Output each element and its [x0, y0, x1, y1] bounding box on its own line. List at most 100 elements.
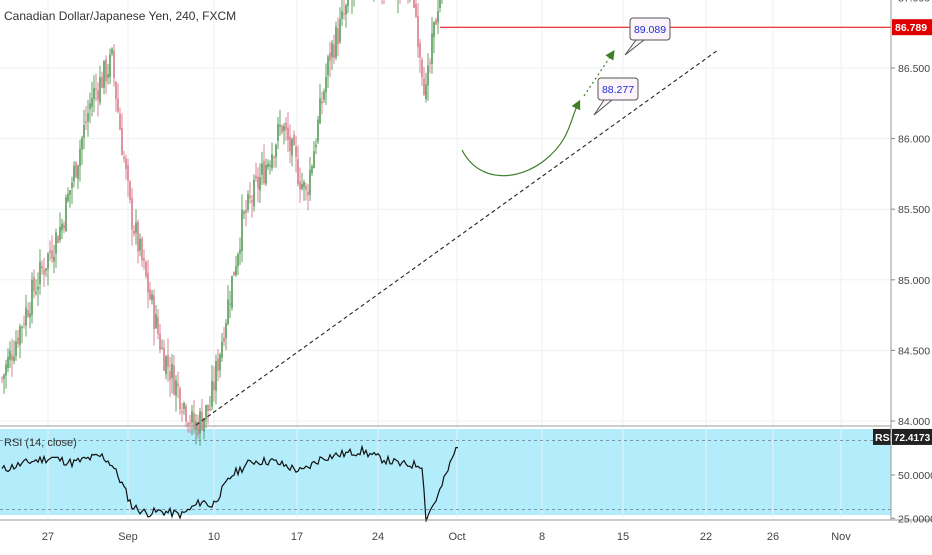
candle-body [327, 56, 329, 76]
candle-body [3, 374, 5, 379]
candle-body [7, 356, 9, 369]
candle-body [183, 402, 185, 409]
candle-body [105, 59, 107, 82]
candle-body [209, 409, 211, 411]
candle-body [171, 363, 173, 379]
candle-body [255, 175, 257, 179]
candle-body [429, 62, 431, 64]
candle-body [127, 165, 129, 181]
candle-body [63, 224, 65, 229]
y-tick-label: 86.500 [898, 63, 930, 75]
candle-body [173, 365, 175, 395]
candle-body [21, 326, 23, 328]
candle-body [93, 87, 95, 100]
candle-body [433, 21, 435, 38]
x-tick-label: 17 [291, 531, 303, 543]
candle-body [113, 50, 115, 78]
candle-body [163, 347, 165, 371]
candle-body [215, 361, 217, 391]
candle-body [263, 161, 265, 184]
candle-body [91, 98, 93, 107]
x-tick-label: 26 [767, 531, 779, 543]
candle-body [1, 378, 3, 380]
candle-body [181, 411, 183, 413]
projection-curve [461, 99, 581, 177]
candle-body [277, 123, 279, 141]
candle-body [189, 422, 191, 425]
candle-body [271, 154, 273, 169]
candle-body [293, 134, 295, 145]
candle-body [331, 43, 333, 58]
candle-body [297, 159, 299, 185]
candle-body [419, 43, 421, 58]
x-tick-label: Oct [448, 531, 465, 543]
candle-body [323, 91, 325, 100]
candle-body [13, 356, 15, 361]
candle-body [415, 4, 417, 17]
candle-body [435, 19, 437, 25]
candle-body [89, 103, 91, 110]
candle-body [133, 230, 135, 234]
x-tick-label: 10 [208, 531, 220, 543]
candle-body [225, 323, 227, 339]
projection-arrow [583, 50, 615, 97]
callout-pointer [593, 99, 613, 116]
rsi-title: RSI (14, close) [4, 437, 77, 449]
candle-body [265, 164, 267, 184]
candle-body [335, 26, 337, 58]
candle-body [249, 195, 251, 199]
candle-body [305, 186, 307, 190]
candle-body [199, 411, 201, 434]
x-tick-label: 22 [700, 531, 712, 543]
candle-body [257, 176, 259, 189]
candle-body [337, 28, 339, 44]
candle-body [45, 268, 47, 271]
candle-body [81, 137, 83, 150]
candle-body [141, 238, 143, 261]
candle-body [299, 181, 301, 190]
candle-body [67, 194, 69, 201]
candle-body [259, 176, 261, 191]
candle-body [239, 249, 241, 254]
candle-body [33, 276, 35, 292]
candle-body [425, 84, 427, 100]
y-tick-label: 86.000 [898, 134, 930, 146]
candle-body [19, 326, 21, 346]
candle-body [109, 54, 111, 77]
candle-body [175, 380, 177, 396]
candle-body [101, 76, 103, 88]
rsi-value-tag: 72.4173 [894, 433, 931, 444]
candle-body [197, 421, 199, 435]
candle-body [159, 333, 161, 350]
candle-body [27, 310, 29, 317]
candle-body [417, 16, 419, 48]
callout-label: 89.089 [634, 24, 666, 36]
chart-title: Canadian Dollar/Japanese Yen, 240, FXCM [4, 9, 236, 23]
level-tag-bg [892, 19, 932, 36]
candle-body [253, 179, 255, 207]
candle-body [345, 5, 347, 15]
candle-body [211, 380, 213, 407]
candle-body [287, 127, 289, 140]
candle-body [313, 151, 315, 169]
x-tick-label: Nov [831, 531, 851, 543]
candle-body [139, 238, 141, 251]
candle-body [157, 317, 159, 334]
candle-body [229, 303, 231, 305]
candle-body [343, 13, 345, 15]
candle-body [129, 181, 131, 200]
candle-body [203, 418, 205, 432]
candle-body [11, 354, 13, 361]
candle-body [217, 358, 219, 372]
candle-body [227, 299, 229, 325]
callout-box [629, 17, 671, 41]
candle-body [57, 236, 59, 244]
rsi-panel-background [0, 429, 891, 515]
rsi-layer: RSI 72.4173 [0, 428, 932, 522]
x-tick-label: 24 [372, 531, 384, 543]
level-tag-label: 86.789 [895, 22, 927, 34]
rsi-value-tag-bg [892, 428, 932, 445]
candle-body [317, 119, 319, 142]
